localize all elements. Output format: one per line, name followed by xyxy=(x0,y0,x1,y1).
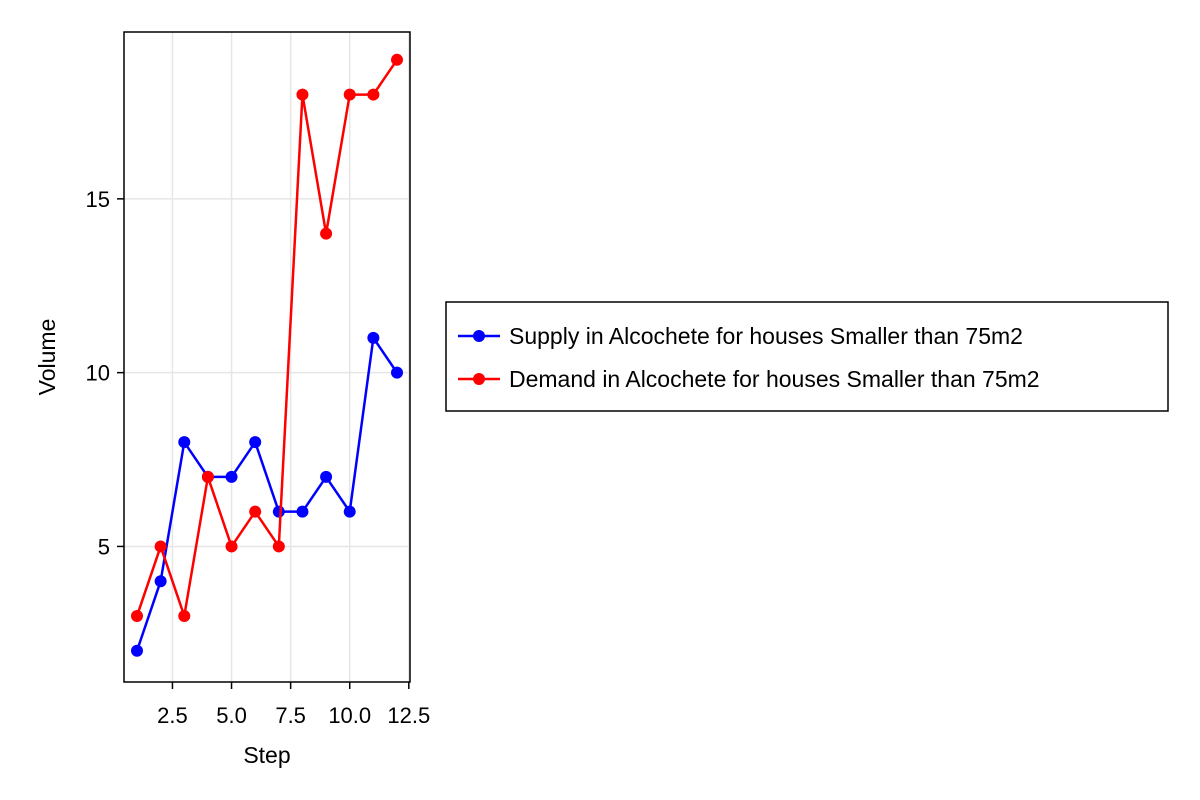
data-point xyxy=(391,366,403,379)
y-tick-label: 15 xyxy=(86,187,110,212)
data-point xyxy=(391,53,403,66)
data-point xyxy=(320,470,333,483)
legend-label: Supply in Alcochete for houses Smaller t… xyxy=(509,323,1023,349)
data-point xyxy=(343,505,356,518)
data-point xyxy=(154,575,167,588)
series-2 xyxy=(131,53,403,622)
data-point xyxy=(178,436,191,449)
legend-swatch-marker xyxy=(473,373,485,385)
data-point xyxy=(249,436,262,449)
series-line xyxy=(135,59,399,618)
data-point xyxy=(201,470,214,483)
y-axis: 5 10 15 xyxy=(86,187,124,559)
data-point xyxy=(367,88,380,101)
series-layer xyxy=(131,53,403,657)
legend-swatch-marker xyxy=(473,330,485,342)
x-tick-label: 7.5 xyxy=(275,703,306,728)
data-point xyxy=(131,609,143,622)
legend-item-2: Demand in Alcochete for houses Smaller t… xyxy=(458,366,1040,392)
data-point xyxy=(320,227,333,240)
data-point xyxy=(154,540,167,553)
x-tick-label: 10.0 xyxy=(328,703,371,728)
x-axis: 2.5 5.0 7.5 10.0 12.5 xyxy=(157,682,430,728)
x-axis-title: Step xyxy=(243,742,290,768)
plot-frame xyxy=(123,31,411,683)
grid-lines xyxy=(124,32,410,682)
x-tick-label: 12.5 xyxy=(387,703,430,728)
legend-item-1: Supply in Alcochete for houses Smaller t… xyxy=(458,323,1023,349)
legend-frame xyxy=(445,301,1169,412)
series-line xyxy=(135,336,399,652)
data-point xyxy=(272,505,285,518)
legend-label: Demand in Alcochete for houses Smaller t… xyxy=(509,366,1040,392)
data-point xyxy=(296,88,309,101)
data-point xyxy=(225,470,238,483)
data-point xyxy=(367,331,380,344)
data-point xyxy=(225,540,238,553)
y-tick-label: 10 xyxy=(86,361,110,386)
legend: Supply in Alcochete for houses Smaller t… xyxy=(445,301,1169,412)
y-axis-title: Volume xyxy=(34,319,60,396)
data-point xyxy=(249,505,262,518)
x-tick-label: 2.5 xyxy=(157,703,188,728)
data-point xyxy=(343,88,356,101)
data-point xyxy=(272,540,285,553)
data-point xyxy=(131,644,143,657)
data-point xyxy=(296,505,309,518)
data-point xyxy=(178,609,191,622)
y-tick-label: 5 xyxy=(98,534,110,559)
x-tick-label: 5.0 xyxy=(216,703,247,728)
